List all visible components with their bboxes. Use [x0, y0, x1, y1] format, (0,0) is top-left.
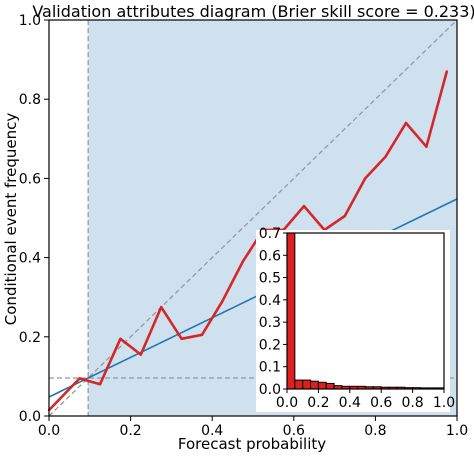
reliability-point [425, 145, 428, 148]
y-tick-label: 0.6 [19, 171, 41, 187]
inset-x-tick-label: 0.6 [370, 395, 392, 411]
inset-y-tick-label: 0.6 [259, 248, 281, 264]
reliability-point [445, 70, 448, 73]
histogram-bar [310, 380, 319, 390]
inset-x-tick-label: 0.0 [276, 395, 298, 411]
chart-title: Validation attributes diagram (Brier ski… [32, 2, 474, 21]
reliability-point [119, 337, 122, 340]
reliability-point [302, 204, 306, 208]
inset-frame [286, 232, 445, 390]
x-tick-label: 0.6 [283, 423, 305, 439]
y-tick-label: 1.0 [19, 13, 41, 29]
y-tick-label: 0.4 [19, 251, 41, 267]
reliability-point [180, 337, 183, 340]
x-tick-label: 0.0 [38, 423, 60, 439]
reliability-point [78, 377, 81, 380]
inset-y-tick-label: 0.7 [259, 226, 281, 242]
inset-x-tick-label: 0.8 [401, 395, 423, 411]
histogram-bar [302, 379, 312, 390]
inset-background [256, 230, 450, 412]
y-tick-label: 0.0 [19, 409, 41, 425]
x-tick-label: 0.8 [364, 423, 386, 439]
x-axis-label: Forecast probability [178, 435, 326, 453]
reliability-point [98, 383, 102, 386]
inset-y-tick-label: 0.2 [259, 337, 281, 353]
histogram-bar [294, 379, 304, 390]
reliability-point [364, 177, 367, 180]
histogram-bar [286, 232, 296, 390]
x-tick-label: 1.0 [446, 423, 468, 439]
y-tick-label: 0.8 [19, 92, 41, 108]
x-tick-label: 0.4 [201, 423, 223, 439]
reliability-point [200, 333, 204, 337]
reliability-point [343, 214, 346, 218]
reliability-point [221, 299, 224, 303]
inset-y-tick-label: 0.0 [259, 382, 281, 398]
inset-y-tick-label: 0.4 [259, 293, 281, 309]
perfect-reliability-line [48, 19, 458, 417]
reliability-point [241, 260, 244, 263]
inset-x-tick-label: 0.2 [307, 395, 329, 411]
inset-y-tick-label: 0.1 [259, 360, 281, 376]
forecast-histogram-inset: 0.0 0.2 0.4 0.6 0.8 1.0 0.0 0.1 0.2 0.3 0.4 0.5 0.6 0… [256, 226, 455, 412]
inset-x-tick-label: 1.0 [433, 395, 455, 411]
reliability-point [384, 155, 387, 158]
reliability-curve [48, 71, 449, 412]
y-tick-label: 0.2 [19, 330, 41, 346]
inset-y-tick-label: 0.5 [259, 271, 281, 287]
inset-y-tick-label: 0.3 [259, 315, 281, 331]
reliability-point [139, 353, 142, 356]
x-tick-label: 0.2 [119, 423, 141, 439]
reliability-point [160, 305, 163, 309]
histogram-bar [317, 381, 327, 390]
inset-x-tick-label: 0.4 [339, 395, 361, 411]
reliability-point [404, 121, 408, 125]
histogram-bar [325, 382, 335, 390]
y-axis-label: Conditional event frequency [2, 113, 20, 326]
main-plot-frame [48, 19, 458, 417]
